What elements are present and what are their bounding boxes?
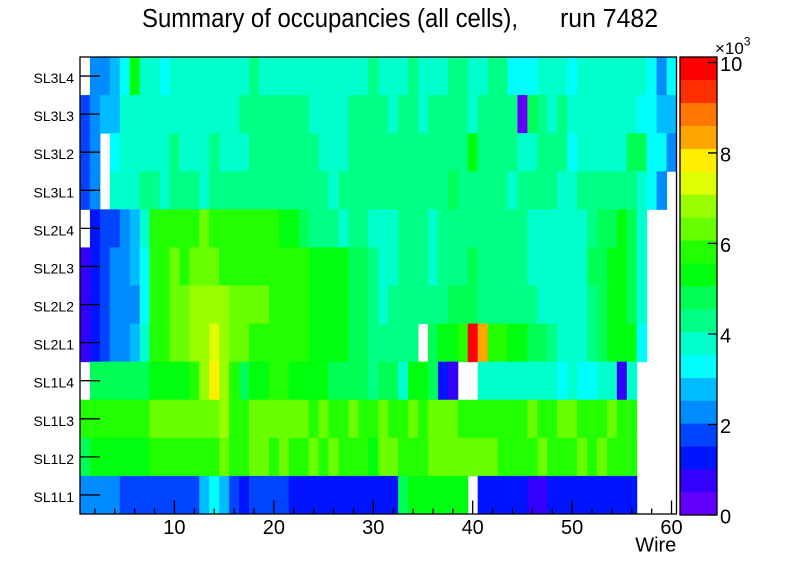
svg-text:SL1L4: SL1L4 — [34, 375, 75, 391]
svg-text:SL1L3: SL1L3 — [34, 413, 75, 429]
svg-text:×103: ×103 — [715, 35, 751, 59]
svg-text:50: 50 — [561, 517, 583, 539]
svg-text:0: 0 — [720, 507, 731, 529]
svg-text:run 7482: run 7482 — [560, 5, 658, 33]
svg-text:SL3L3: SL3L3 — [34, 108, 75, 124]
svg-text:SL2L2: SL2L2 — [34, 299, 75, 315]
svg-text:30: 30 — [362, 517, 384, 539]
svg-text:10: 10 — [163, 517, 185, 539]
svg-text:SL2L1: SL2L1 — [34, 337, 75, 353]
svg-text:SL2L4: SL2L4 — [34, 222, 75, 238]
svg-text:4: 4 — [720, 326, 731, 348]
svg-text:SL3L1: SL3L1 — [34, 184, 75, 200]
svg-text:SL2L3: SL2L3 — [34, 261, 75, 277]
svg-text:Wire: Wire — [635, 535, 676, 557]
svg-text:SL1L2: SL1L2 — [34, 451, 75, 467]
svg-text:SL1L1: SL1L1 — [34, 489, 75, 505]
svg-text:6: 6 — [720, 235, 731, 257]
svg-text:10: 10 — [720, 54, 742, 76]
svg-text:8: 8 — [720, 144, 731, 166]
svg-text:SL3L4: SL3L4 — [34, 70, 75, 86]
svg-text:SL3L2: SL3L2 — [34, 146, 75, 162]
svg-text:40: 40 — [462, 517, 484, 539]
svg-text:Summary of occupancies (all ce: Summary of occupancies (all cells), — [142, 5, 518, 33]
svg-text:2: 2 — [720, 416, 731, 438]
svg-text:20: 20 — [263, 517, 285, 539]
svg-text:60: 60 — [660, 517, 682, 539]
